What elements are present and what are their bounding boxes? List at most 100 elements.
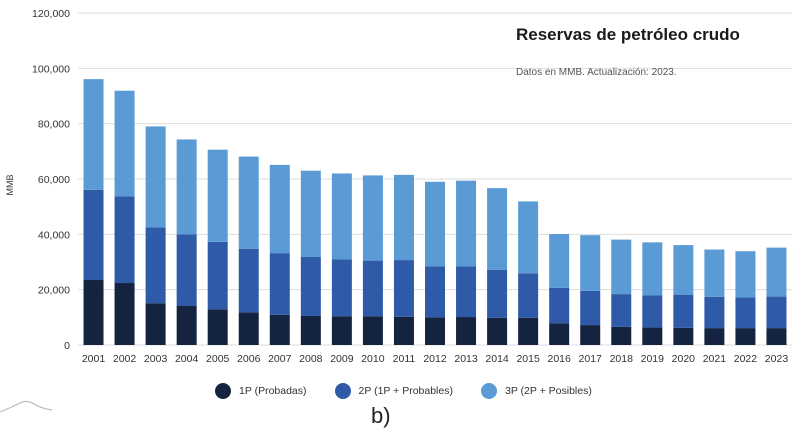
bar-segment [549, 287, 570, 324]
bar-segment [425, 266, 445, 318]
x-tick-label: 2017 [579, 353, 603, 365]
bar-segment [487, 317, 508, 345]
bar-segment [518, 201, 539, 274]
x-tick-label: 2009 [330, 353, 354, 365]
bar-segment [114, 196, 135, 284]
x-tick-label: 2021 [703, 353, 727, 365]
bar-segment [362, 316, 383, 345]
bar-segment [207, 241, 228, 310]
bar-segment [518, 273, 539, 318]
bar-segment [673, 294, 694, 328]
bar-segment [456, 317, 477, 345]
bar-segment [300, 257, 321, 316]
bar-segment [704, 249, 725, 297]
x-tick-label: 2004 [175, 353, 199, 365]
x-tick-label: 2023 [765, 353, 789, 365]
bar-segment [580, 235, 601, 291]
bar-segment [269, 253, 290, 315]
figure-caption: b) [371, 403, 391, 428]
bar-segment [238, 248, 259, 313]
legend-item-1p: 1P (Probadas) [215, 383, 307, 399]
bar-segment [642, 327, 663, 345]
bar-segment [393, 316, 414, 345]
bar-segment [425, 317, 445, 345]
bar-segment [580, 290, 601, 326]
bar-segment [238, 156, 259, 249]
bar-segment [735, 251, 756, 298]
bar-segment [269, 164, 290, 254]
bar-segment [766, 328, 787, 345]
bar-segment [518, 317, 539, 345]
x-tick-label: 2014 [485, 353, 509, 365]
bar-segment [611, 239, 632, 295]
x-tick-label: 2006 [237, 353, 261, 365]
legend-item-3p: 3P (2P + Posibles) [480, 383, 592, 399]
bar-segment [331, 316, 352, 345]
bar-segment [611, 294, 632, 327]
bar-segment [766, 247, 787, 297]
bar-segment [766, 296, 787, 329]
y-tick-label: 100,000 [32, 63, 70, 75]
x-tick-label: 2016 [547, 353, 571, 365]
bar-segment [83, 189, 104, 280]
y-tick-label: 20,000 [38, 285, 70, 297]
x-tick-label: 2012 [423, 353, 447, 365]
bar-segment [735, 328, 756, 345]
bar-segment [362, 175, 383, 261]
bar-segment [145, 227, 166, 304]
x-tick-label: 2013 [454, 353, 478, 365]
bar-segment [487, 269, 508, 318]
bar-segment [362, 260, 383, 317]
y-axis-label: MMB [5, 175, 15, 196]
y-axis-ticks: 0 20,000 40,000 60,000 80,000 100,000 120,000 [32, 8, 70, 352]
bar-segment [642, 242, 663, 296]
bar-segment [83, 279, 104, 345]
y-tick-label: 60,000 [38, 174, 70, 186]
bars [83, 79, 787, 345]
legend-label-3p: 3P (2P + Posibles) [504, 385, 592, 397]
legend-swatch-1p [215, 383, 231, 399]
bar-segment [207, 149, 228, 242]
legend-swatch-2p [334, 383, 351, 399]
y-tick-label: 40,000 [38, 229, 70, 241]
y-tick-label: 80,000 [38, 119, 70, 131]
bar-segment [704, 328, 725, 345]
bar-segment [393, 260, 414, 317]
bar-segment [549, 323, 570, 345]
x-tick-label: 2022 [734, 353, 758, 365]
bar-segment [549, 234, 570, 288]
y-tick-label: 120,000 [32, 8, 70, 20]
x-tick-label: 2005 [206, 353, 230, 365]
bar-segment [673, 327, 694, 345]
bar-segment [207, 309, 228, 345]
legend-item-2p: 2P (1P + Probables) [334, 383, 453, 399]
x-tick-label: 2002 [113, 353, 137, 365]
decorative-curve [0, 400, 53, 413]
x-tick-label: 2015 [516, 353, 540, 365]
bar-segment [238, 312, 259, 345]
bar-segment [456, 180, 477, 267]
bar-segment [300, 315, 321, 345]
x-tick-label: 2011 [393, 353, 416, 365]
x-tick-label: 2018 [610, 353, 634, 365]
x-axis-ticks: 2001 2002 2003 2004 2005 2006 2007 2008 2009 2010… [82, 353, 788, 365]
bar-segment [704, 296, 725, 329]
bar-segment [114, 283, 135, 345]
bar-segment [487, 188, 508, 270]
bar-segment [331, 259, 352, 317]
x-tick-label: 2020 [672, 353, 696, 365]
legend-swatch-3p [480, 383, 497, 399]
x-tick-label: 2003 [144, 353, 168, 365]
bar-segment [673, 245, 694, 295]
bar-segment [269, 314, 290, 345]
bar-segment [176, 305, 197, 345]
legend-label-2p: 2P (1P + Probables) [358, 385, 453, 397]
bar-segment [145, 303, 166, 345]
bar-segment [735, 297, 756, 329]
x-tick-label: 2007 [268, 353, 292, 365]
y-tick-label: 0 [64, 340, 70, 352]
bar-segment [642, 295, 663, 328]
legend: 1P (Probadas) 2P (1P + Probables) 3P (2P… [215, 383, 592, 399]
bar-segment [176, 234, 197, 306]
